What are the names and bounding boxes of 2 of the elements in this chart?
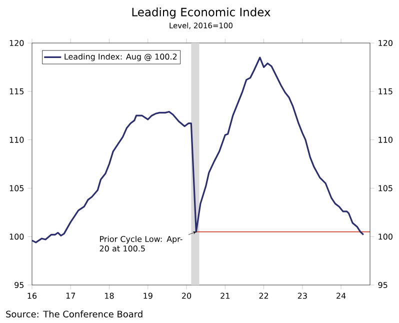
chart-title: Leading Economic Index — [132, 8, 270, 19]
source-note: Source: The Conference Board — [6, 310, 142, 318]
